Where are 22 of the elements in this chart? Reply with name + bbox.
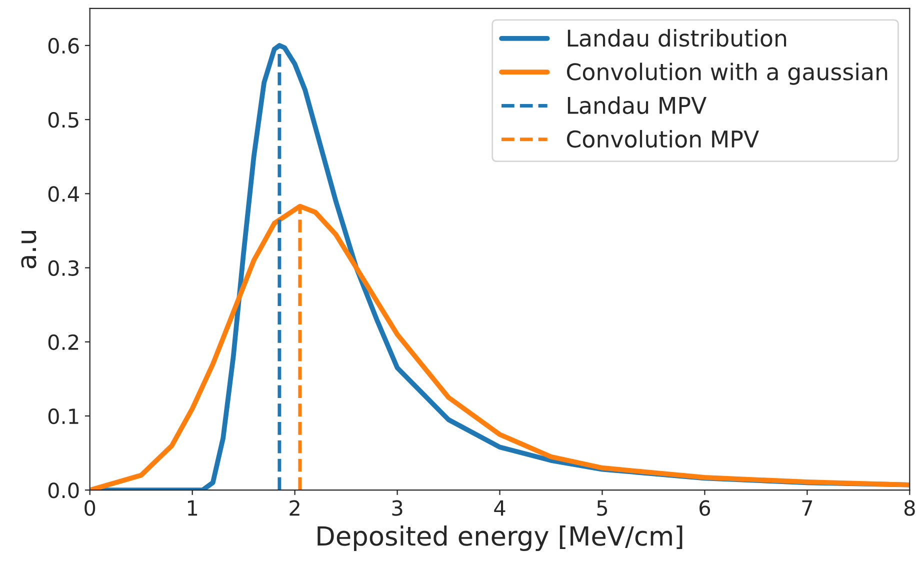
y-tick-label: 0.2 <box>48 334 78 350</box>
legend-label: Landau MPV <box>568 96 706 114</box>
x-axis-title: Deposited energy [MeV/cm] <box>318 526 682 552</box>
legend-label: Landau distribution <box>568 29 786 47</box>
legend-label: Convolution with a gaussian <box>566 62 888 85</box>
x-tick-label: 7 <box>802 500 812 516</box>
y-tick-label: 0.4 <box>48 186 79 202</box>
x-tick-label: 1 <box>188 500 198 516</box>
x-tick-label: 8 <box>904 500 915 516</box>
x-tick-label: 2 <box>290 500 300 516</box>
x-tick-label: 3 <box>392 500 402 516</box>
x-tick-label: 6 <box>700 500 710 516</box>
y-tick-label: 0.5 <box>48 112 78 128</box>
x-tick-label: 5 <box>597 500 608 516</box>
x-tick-label: 0 <box>84 500 96 516</box>
legend-label: Convolution MPV <box>566 130 759 148</box>
y-tick-label: 0.3 <box>48 260 78 276</box>
y-tick-label: 0.0 <box>48 482 79 498</box>
y-tick-label: 0.1 <box>48 408 78 424</box>
y-tick-label: 0.6 <box>48 38 79 54</box>
y-axis-title: a.u <box>21 231 36 268</box>
x-tick-label: 4 <box>494 500 506 516</box>
